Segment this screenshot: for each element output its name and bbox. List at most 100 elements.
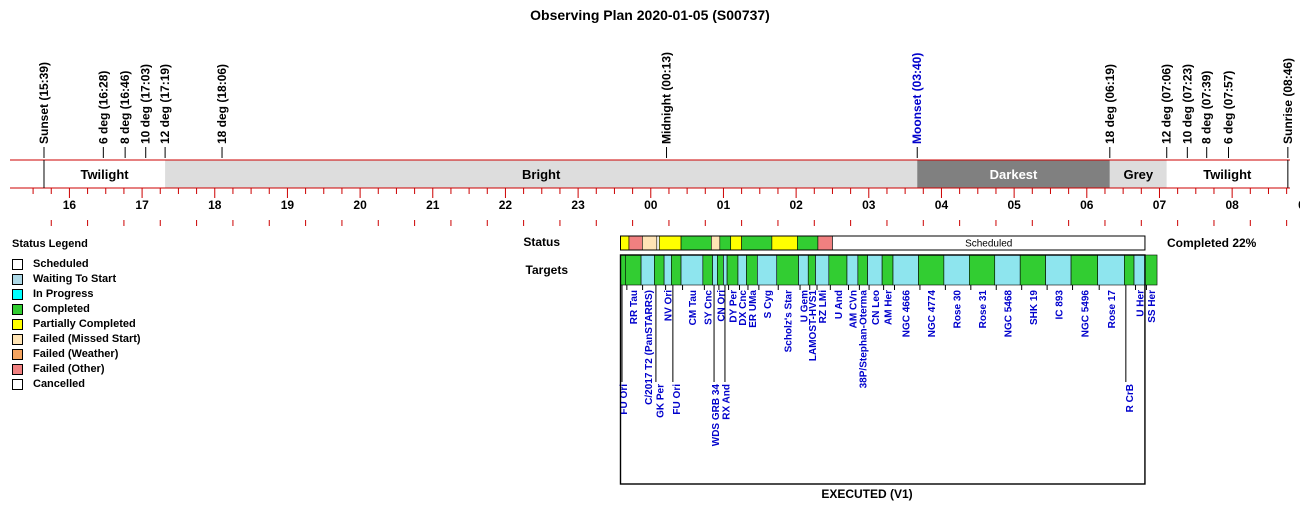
period-label: Twilight xyxy=(80,167,129,182)
hour-label: 08 xyxy=(1225,198,1239,212)
target-block xyxy=(798,254,809,286)
target-block xyxy=(625,254,642,286)
target-name: U And xyxy=(834,290,845,319)
legend-title: Status Legend xyxy=(12,238,88,250)
hour-label: 16 xyxy=(63,198,77,212)
target-block xyxy=(846,254,859,286)
target-block xyxy=(1070,254,1099,286)
legend-label: In Progress xyxy=(33,288,94,300)
target-name: NGC 5496 xyxy=(1080,290,1091,338)
target-name: R CrB xyxy=(1125,384,1136,412)
target-block xyxy=(857,254,868,286)
legend-swatch xyxy=(12,304,23,315)
legend-swatch xyxy=(12,364,23,375)
hour-label: 07 xyxy=(1153,198,1167,212)
target-name: CN Ori xyxy=(716,290,727,322)
hour-label: 18 xyxy=(208,198,222,212)
period-label: Grey xyxy=(1123,167,1153,182)
legend-label: Failed (Missed Start) xyxy=(33,333,141,345)
targets-frame xyxy=(619,254,1146,485)
target-name: NGC 4666 xyxy=(902,290,913,338)
hour-label: 19 xyxy=(281,198,295,212)
legend-swatch xyxy=(12,274,23,285)
period-label: Darkest xyxy=(990,167,1038,182)
target-block xyxy=(969,254,996,286)
hour-label: 02 xyxy=(789,198,803,212)
target-name: U Her xyxy=(1135,290,1146,317)
target-block xyxy=(892,254,919,286)
target-block xyxy=(702,254,713,286)
target-name: RR Tau xyxy=(629,290,640,324)
target-name: DY Per xyxy=(729,290,740,323)
target-block xyxy=(828,254,848,286)
hour-label: 00 xyxy=(644,198,658,212)
target-name: DX Cnc xyxy=(738,290,749,326)
hour-label: 04 xyxy=(935,198,949,212)
legend-label: Partially Completed xyxy=(33,318,136,330)
target-name: LAMOST-HVS1 xyxy=(808,290,819,362)
target-name: NV Ori xyxy=(664,290,675,321)
completed-percent: Completed 22% xyxy=(1167,236,1257,250)
target-block xyxy=(680,254,704,286)
scheduled-label: Scheduled xyxy=(965,239,1012,250)
target-name: 38P/Stephan-Oterma xyxy=(859,290,870,389)
event-label: 12 deg (17:19) xyxy=(158,64,172,144)
plan-title: Observing Plan 2020-01-05 (S00737) xyxy=(530,7,770,23)
period-block xyxy=(1166,160,1288,188)
target-block xyxy=(807,254,816,286)
status-block xyxy=(656,235,660,251)
period-block xyxy=(165,160,918,188)
target-block xyxy=(746,254,758,286)
target-name: ER UMa xyxy=(748,290,759,328)
target-block xyxy=(671,254,682,286)
targets-row-label: Targets xyxy=(526,263,569,277)
status-block xyxy=(711,235,721,251)
target-name: IC 893 xyxy=(1054,290,1065,320)
legend-label: Scheduled xyxy=(33,258,89,270)
period-block xyxy=(917,160,1110,188)
status-block xyxy=(680,235,712,251)
target-block xyxy=(1133,254,1146,286)
target-name: AM CVn xyxy=(848,290,859,328)
period-label: Bright xyxy=(522,167,561,182)
legend-swatch xyxy=(12,349,23,360)
target-name: SY Cnc xyxy=(704,290,715,325)
target-block xyxy=(726,254,739,286)
legend-swatch xyxy=(12,259,23,270)
target-name: C/2017 T2 (PanSTARRS) xyxy=(644,290,655,405)
legend-label: Waiting To Start xyxy=(33,273,117,285)
hour-label: 01 xyxy=(717,198,731,212)
target-name: AM Her xyxy=(884,290,895,325)
target-name: CM Tau xyxy=(688,290,699,325)
legend-label: Cancelled xyxy=(33,378,85,390)
status-block xyxy=(628,235,643,251)
event-label: 10 deg (17:03) xyxy=(139,64,153,144)
event-label: Moonset (03:40) xyxy=(910,53,924,144)
event-label: 8 deg (16:46) xyxy=(118,71,132,144)
event-label: 8 deg (07:39) xyxy=(1200,71,1214,144)
target-block xyxy=(1097,254,1125,286)
target-name: S Cyg xyxy=(763,290,774,318)
target-block xyxy=(654,254,665,286)
status-block xyxy=(797,235,819,251)
hour-label: 21 xyxy=(426,198,440,212)
event-label: 10 deg (07:23) xyxy=(1180,64,1194,144)
status-block xyxy=(771,235,798,251)
legend-swatch xyxy=(12,319,23,330)
target-block xyxy=(620,254,626,286)
hour-label: 23 xyxy=(571,198,585,212)
legend-label: Completed xyxy=(33,303,90,315)
event-label: Midnight (00:13) xyxy=(660,52,674,144)
target-block xyxy=(867,254,883,286)
target-name: Rose 31 xyxy=(978,290,989,329)
status-frame xyxy=(620,235,1146,251)
event-label: Sunset (15:39) xyxy=(37,62,51,144)
event-label: 18 deg (06:19) xyxy=(1103,64,1117,144)
hour-label: 05 xyxy=(1007,198,1021,212)
hour-label: 17 xyxy=(135,198,149,212)
target-name: FU Ori xyxy=(619,384,630,415)
target-name: Scholz's Star xyxy=(784,290,795,353)
legend-label: Failed (Other) xyxy=(33,363,105,375)
event-label: Sunrise (08:46) xyxy=(1281,58,1295,144)
